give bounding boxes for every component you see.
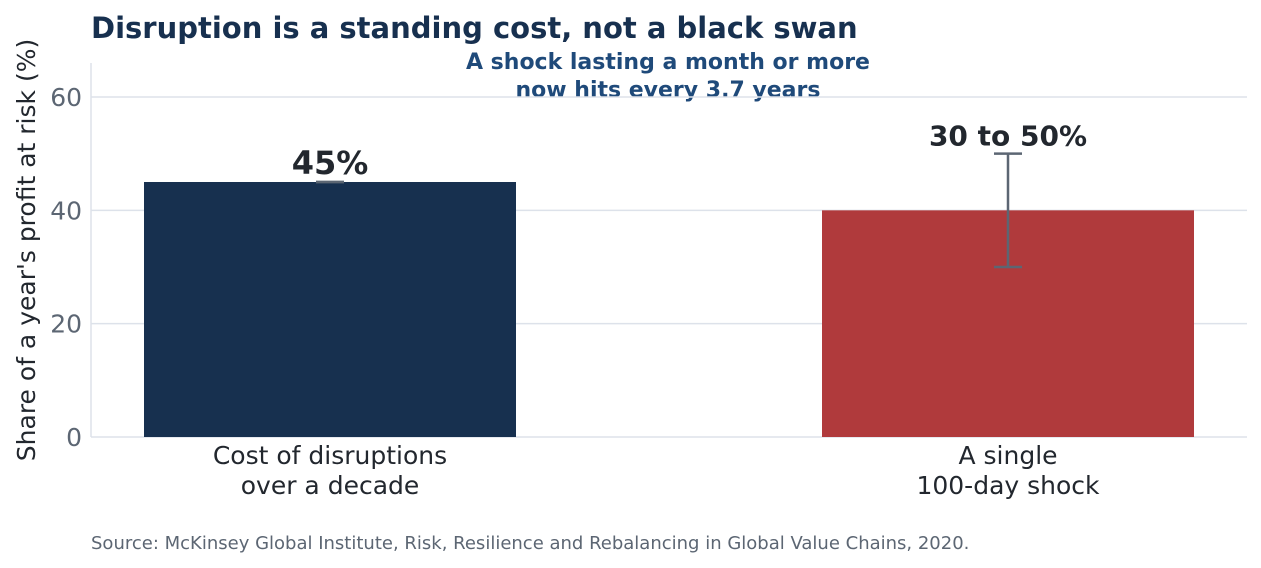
y-tick-40: 40 [50, 196, 82, 225]
x-category-0-line-0: Cost of disruptions [213, 441, 447, 470]
y-tick-labels: 0 20 40 60 [50, 83, 82, 452]
x-category-0-line-1: over a decade [241, 471, 420, 500]
data-label-1: 30 to 50% [929, 120, 1087, 153]
y-tick-0: 0 [66, 423, 82, 452]
bars [144, 182, 1194, 437]
x-category-1-line-1: 100-day shock [916, 471, 1100, 500]
bar-0 [144, 182, 516, 437]
y-tick-20: 20 [50, 310, 82, 339]
data-label-0: 45% [292, 144, 369, 182]
data-labels: 45% 30 to 50% [292, 120, 1087, 182]
chart-title: Disruption is a standing cost, not a bla… [91, 11, 858, 45]
y-axis-label: Share of a year's profit at risk (%) [12, 39, 41, 461]
chart-subtitle-line-2: now hits every 3.7 years [516, 78, 821, 103]
source-note: Source: McKinsey Global Institute, Risk,… [91, 533, 969, 554]
y-tick-60: 60 [50, 83, 82, 112]
error-bars [316, 152, 1022, 269]
chart-subtitle-line-1: A shock lasting a month or more [466, 50, 870, 75]
x-category-1-line-0: A single [958, 441, 1057, 470]
